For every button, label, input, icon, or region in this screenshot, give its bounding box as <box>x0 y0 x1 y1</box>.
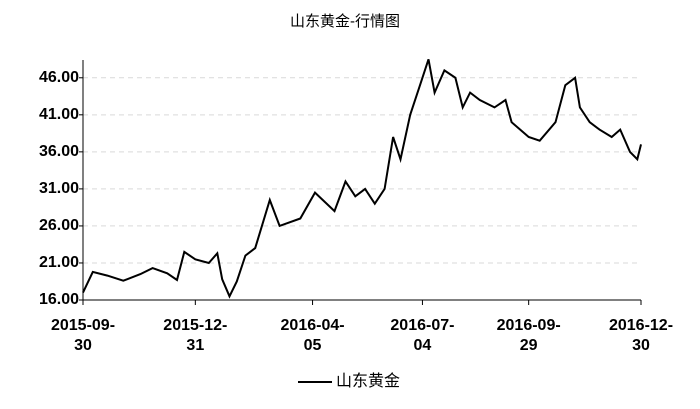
y-tick-label: 31.00 <box>39 180 79 197</box>
y-tick-label: 36.00 <box>39 143 79 160</box>
price-line <box>82 58 642 299</box>
x-tick-label: 2016-09-29 <box>496 317 561 354</box>
x-tick-label: 2015-12-31 <box>163 317 228 354</box>
chart-title: 山东黄金-行情图 <box>290 13 400 30</box>
x-tick-label: 2016-04-05 <box>280 317 345 354</box>
y-tick-label: 16.00 <box>39 291 79 308</box>
y-tick-label: 26.00 <box>39 217 79 234</box>
y-tick-label: 21.00 <box>39 254 79 271</box>
y-tick-label: 46.00 <box>39 69 79 86</box>
x-tick-label: 2016-07-04 <box>390 317 455 354</box>
x-tick-label: 2016-12-30 <box>608 317 674 354</box>
legend-label: 山东黄金 <box>336 372 400 390</box>
x-tick-label: 2015-09-30 <box>50 317 116 354</box>
y-tick-label: 41.00 <box>39 106 79 123</box>
